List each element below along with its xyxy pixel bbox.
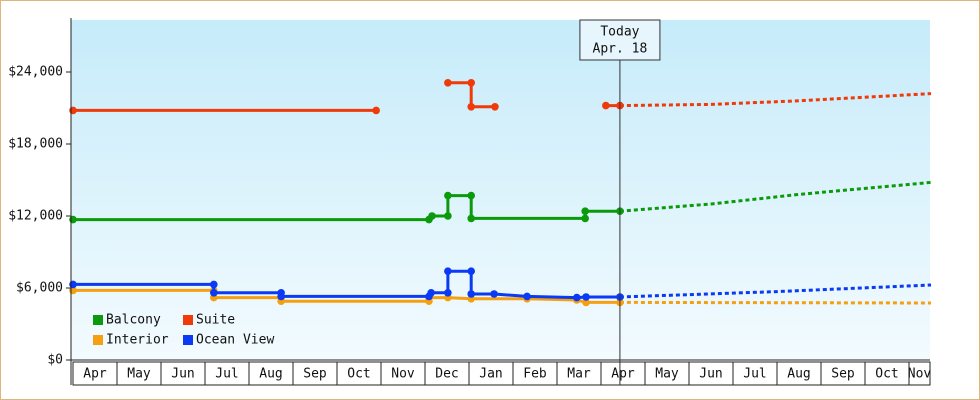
y-tick-label: $24,000 — [8, 64, 63, 79]
y-tick-label: $18,000 — [8, 136, 63, 151]
x-tick-label: Dec — [435, 367, 458, 382]
x-tick-label: Sep — [303, 367, 327, 382]
price-point — [467, 191, 476, 200]
forecast-line — [619, 300, 932, 305]
price-point — [427, 288, 435, 297]
x-tick-label: Oct — [875, 367, 898, 382]
price-point — [467, 290, 476, 298]
forecast-line — [619, 283, 932, 299]
price-point — [573, 293, 581, 302]
today-date: Apr. 18 — [593, 42, 648, 57]
x-tick-label: Nov — [908, 367, 932, 382]
price-point — [581, 214, 589, 223]
y-tick-label: $12,000 — [8, 208, 63, 223]
price-point — [372, 106, 380, 115]
price-point — [69, 106, 77, 115]
x-tick-cell — [908, 361, 931, 386]
price-point — [210, 280, 218, 289]
legend-swatch — [183, 335, 193, 345]
x-tick-label: May — [127, 367, 151, 382]
x-tick-label: Nov — [391, 367, 415, 382]
price-point — [582, 293, 590, 301]
price-point — [69, 215, 77, 224]
price-point — [210, 288, 218, 297]
price-point — [582, 298, 590, 307]
price-point — [444, 267, 452, 275]
y-tick-label: $0 — [47, 353, 63, 368]
legend-swatch — [93, 315, 103, 325]
x-tick-label: Jan — [479, 367, 502, 382]
price-point — [444, 212, 452, 220]
price-point — [467, 102, 476, 111]
price-point — [490, 290, 498, 298]
x-tick-label: May — [655, 367, 679, 382]
price-point — [467, 78, 476, 87]
plot-area — [71, 20, 930, 360]
x-tick-label: Apr — [611, 367, 635, 382]
today-label: Today — [600, 25, 639, 40]
price-point — [277, 292, 285, 301]
price-point — [428, 212, 436, 220]
price-point — [444, 78, 452, 87]
forecast-line — [619, 92, 932, 108]
x-tick-label: Apr — [83, 367, 107, 382]
price-point — [444, 191, 452, 200]
x-tick-label: Aug — [259, 367, 282, 382]
y-tick-label: $6,000 — [16, 280, 63, 295]
x-tick-label: Jun — [699, 367, 722, 382]
legend-label: Ocean View — [196, 333, 274, 348]
x-tick-label: Feb — [523, 367, 547, 382]
today-box — [579, 19, 661, 61]
price-point — [467, 214, 476, 223]
x-tick-label: Aug — [787, 367, 810, 382]
x-tick-label: Sep — [831, 367, 855, 382]
x-tick-label: Jul — [215, 367, 238, 382]
forecast-line — [619, 180, 932, 213]
legend-label: Balcony — [106, 313, 161, 328]
legend-label: Suite — [196, 313, 235, 328]
x-tick-label: Oct — [347, 367, 370, 382]
x-tick-label: Mar — [567, 367, 591, 382]
price-point — [491, 102, 499, 111]
legend-swatch — [183, 315, 193, 325]
x-tick-label: Jun — [171, 367, 194, 382]
legend-label: Interior — [106, 333, 169, 348]
price-point — [467, 267, 476, 275]
price-point — [523, 292, 531, 301]
legend-swatch — [93, 335, 103, 345]
price-point — [602, 101, 610, 110]
price-point — [581, 207, 589, 215]
x-tick-label: Jul — [743, 367, 766, 382]
price-point — [444, 288, 452, 297]
price-line — [73, 269, 620, 300]
price-point — [69, 280, 77, 289]
